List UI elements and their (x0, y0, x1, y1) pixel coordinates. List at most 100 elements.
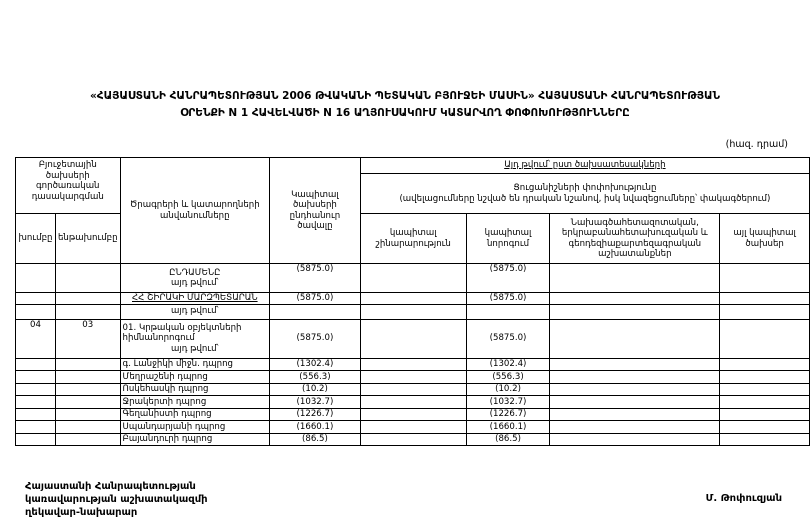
program-label: 01. Կրթական օբյեկտների հիմնանորոգում (122, 322, 242, 344)
school-name: Սպանդարյանի դպրոց (119, 420, 271, 434)
empty-cell (549, 382, 721, 396)
table-row: գ. Լանջիկի միջն. դպրոց (1302.4) (1302.4) (15, 357, 810, 371)
school-name: Գեղանիստի դպրոց (119, 407, 271, 421)
title-line-1: «ՀԱՅԱՍՏԱՆԻ ՀԱՆՐԱՊԵՏՈՒԹՅԱՆ 2006 ԹՎԱԿԱՆԻ Պ… (90, 90, 720, 102)
empty-cell (15, 432, 56, 446)
table-row: Ջրակերտի դպրոց (1032.7) (1032.7) (15, 395, 810, 409)
header-total: Կապիտալ ծախսերի ընդհանուր ծավալը (269, 157, 361, 264)
sub-label: այդ թվում՝ (170, 343, 219, 354)
table-row: Գեղանիստի դպրոց (1226.7) (1226.7) (15, 407, 810, 421)
repair-value: (1032.7) (465, 395, 551, 409)
empty-cell (15, 395, 56, 409)
empty-cell (54, 420, 121, 434)
group-code: 04 (15, 318, 56, 359)
table-row: Սպանդարյանի դպրոց (1660.1) (1660.1) (15, 420, 810, 434)
empty-cell (15, 420, 56, 434)
repair-value: (5875.0) (465, 318, 551, 359)
signatory-name: Մ. Թոփուզյան (705, 493, 782, 504)
repair-value: (1226.7) (465, 407, 551, 421)
signatory-line-2: կառավարության աշխատակազմի (25, 494, 208, 505)
repair-value: (5875.0) (465, 263, 551, 293)
region-name: ՀՀ ՇԻՐԱԿԻ ՄԱՐԶՊԵՏԱՐԱՆ (119, 292, 271, 305)
repair-value: (86.5) (465, 432, 551, 446)
total-value: (1302.4) (269, 357, 361, 371)
subgroup-code: 03 (54, 318, 121, 359)
grand-total-label: ԸՆԴԱՄԵՆԸ (169, 267, 221, 278)
header-names: Ծրագրերի և կատարողների անվանումները (119, 157, 271, 264)
school-name: Ոսկեհասկի դպրոց (119, 382, 271, 396)
empty-cell (719, 382, 810, 396)
total-value: (1032.7) (269, 395, 361, 409)
header-changes-title: Ցուցանիշների փոփոխությունը (513, 183, 657, 193)
empty-cell (549, 407, 721, 421)
header-other: այլ կապիտալ ծախսեր (719, 213, 810, 264)
title-line-2: ՕՐԵՆՔԻ N 1 ՀԱՎԵԼՎԱԾԻ N 16 ԱՂՅՈՒՍԱԿՈՒՄ ԿԱ… (180, 107, 630, 119)
table-row: այդ թվում՝ (15, 303, 810, 320)
empty-cell (359, 370, 467, 384)
empty-cell (54, 395, 121, 409)
empty-cell (54, 407, 121, 421)
empty-cell (719, 407, 810, 421)
empty-cell (359, 395, 467, 409)
empty-cell (719, 432, 810, 446)
empty-cell (549, 370, 721, 384)
row-name: ԸՆԴԱՄԵՆԸ այդ թվում՝ (119, 263, 271, 293)
program-name: 01. Կրթական օբյեկտների հիմնանորոգում այդ … (119, 318, 271, 359)
total-value: (5875.0) (269, 318, 361, 359)
header-research: Նախագծահետազոտական, երկրաբանահետախուզակա… (549, 213, 721, 264)
empty-cell (15, 382, 56, 396)
table-row: 04 03 01. Կրթական օբյեկտների հիմնանորոգո… (15, 318, 810, 359)
header-construction: կապիտալ շինարարություն (359, 213, 467, 264)
header-changes: Ցուցանիշների փոփոխությունը (ավելացումներ… (359, 173, 810, 214)
school-name: Բայանդուրի դպրոց (119, 432, 271, 446)
header-repair: կապիտալ նորոգում (465, 213, 551, 264)
signatory-title: Հայաստանի Հանրապետության կառավարության ա… (25, 480, 208, 519)
header-group: խումբը (15, 213, 56, 264)
empty-cell (549, 357, 721, 371)
table-row: ԸՆԴԱՄԵՆԸ այդ թվում՝ (5875.0) (5875.0) (15, 263, 810, 293)
table-row: Ոսկեհասկի դպրոց (10.2) (10.2) (15, 382, 810, 396)
empty-cell (549, 395, 721, 409)
sub-label: այդ թվում՝ (119, 303, 271, 320)
header-classification: Բյուջետային ծախսերի գործառական դասակարգմ… (15, 157, 121, 214)
header-by-type: Այդ թվում՝ ըստ ծախսատեսակների (359, 157, 810, 174)
empty-cell (15, 370, 56, 384)
total-value: (86.5) (269, 432, 361, 446)
table-row: ՀՀ ՇԻՐԱԿԻ ՄԱՐԶՊԵՏԱՐԱՆ (5875.0) (5875.0) (15, 292, 810, 305)
empty-cell (549, 420, 721, 434)
empty-cell (549, 432, 721, 446)
empty-cell (54, 382, 121, 396)
empty-cell (359, 432, 467, 446)
empty-cell (719, 357, 810, 371)
empty-cell (719, 420, 810, 434)
total-value: (5875.0) (269, 263, 361, 293)
sub-label: այդ թվում՝ (170, 278, 219, 288)
table-row: Բայանդուրի դպրոց (86.5) (86.5) (15, 432, 810, 446)
repair-value: (1660.1) (465, 420, 551, 434)
school-name: Մեղրաշենի դպրոց (119, 370, 271, 384)
empty-cell (359, 407, 467, 421)
table-row: Մեղրաշենի դպրոց (556.3) (556.3) (15, 370, 810, 384)
empty-cell (359, 382, 467, 396)
empty-cell (15, 357, 56, 371)
empty-cell (54, 357, 121, 371)
unit-label: (հազ. դրամ) (725, 139, 788, 150)
signatory-line-3: ղեկավար-նախարար (25, 507, 138, 518)
total-value: (556.3) (269, 370, 361, 384)
repair-value: (5875.0) (465, 292, 551, 305)
empty-cell (359, 357, 467, 371)
repair-value: (556.3) (465, 370, 551, 384)
empty-cell (15, 407, 56, 421)
total-value: (1660.1) (269, 420, 361, 434)
empty-cell (359, 420, 467, 434)
header-changes-note: (ավելացումները նշված են դրական նշանով, ի… (399, 193, 771, 204)
repair-value: (1302.4) (465, 357, 551, 371)
signatory-line-1: Հայաստանի Հանրապետության (25, 481, 196, 492)
document-title: «ՀԱՅԱՍՏԱՆԻ ՀԱՆՐԱՊԵՏՈՒԹՅԱՆ 2006 ԹՎԱԿԱՆԻ Պ… (0, 88, 810, 122)
total-value: (1226.7) (269, 407, 361, 421)
school-name: Ջրակերտի դպրոց (119, 395, 271, 409)
total-value: (10.2) (269, 382, 361, 396)
empty-cell (719, 370, 810, 384)
empty-cell (54, 370, 121, 384)
empty-cell (54, 432, 121, 446)
